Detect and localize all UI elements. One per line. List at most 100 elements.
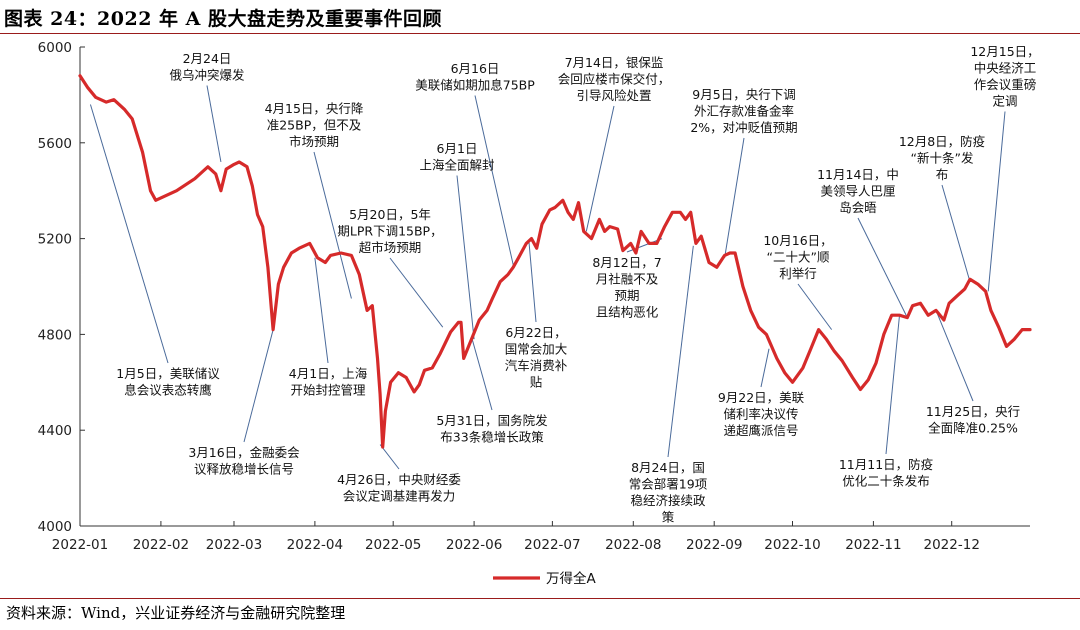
annotation-text-line: 且结构恶化 <box>596 305 659 320</box>
annotation-text-line: 8月12日，7 <box>592 255 661 270</box>
annotation-text-line: 12月15日， <box>970 44 1039 59</box>
annotation-text-line: 超市场预期 <box>359 240 422 255</box>
annotation-text-line: 美领导人巴厘 <box>820 184 895 199</box>
annotation-2022-12-08: 12月8日，防疫 “新十条”发布 <box>899 134 985 182</box>
annotation-text-line: 2月24日 <box>183 51 232 66</box>
annotation-leader-line <box>471 336 493 411</box>
annotation-text-line: 1月5日，美联储议 <box>116 366 220 381</box>
annotation-text-line: 7月14日，银保监 <box>565 55 664 70</box>
annotation-text-line: 俄乌冲突爆发 <box>169 68 245 83</box>
annotation-leader-line <box>474 95 514 266</box>
annotation-text-line: 准25BP，但不及 <box>267 118 362 133</box>
x-tick-label: 2022-09 <box>686 537 742 553</box>
x-tick-label: 2022-11 <box>845 537 901 553</box>
annotation-text-line: 引导风险处置 <box>576 88 651 103</box>
annotation-leaders <box>89 85 1006 470</box>
annotation-text-line: 优化二十条发布 <box>842 474 930 489</box>
annotation-text-line: 定调 <box>992 94 1017 109</box>
annotation-text-line: 外汇存款准备金率 <box>694 104 794 119</box>
annotation-text-line: 5月20日，5年 <box>349 207 431 222</box>
annotation-leader-line <box>724 137 745 258</box>
series-line-0 <box>78 74 1032 449</box>
annotation-text-line: 期LPR下调15BP， <box>337 224 442 239</box>
x-tick-label: 2022-10 <box>764 537 820 553</box>
annotation-leader-line <box>379 444 400 470</box>
y-axis-ticks: 4000 4400 4800 5200 5600 6000 <box>38 40 85 535</box>
annotation-leader-line <box>987 111 1006 292</box>
annotation-text-line: 9月22日，美联 <box>718 390 805 405</box>
annotation-text-line: 4月26日，中央财经委 <box>337 472 461 487</box>
annotation-text-line: 国常会加大 <box>505 342 568 357</box>
annotation-text-line: 6月22日， <box>505 325 566 340</box>
annotation-leader-line <box>89 104 169 364</box>
annotation-text-line: 美联储如期加息75BP <box>415 78 535 93</box>
annotation-text-line: 月社融不及 <box>596 272 659 287</box>
annotation-text-line: 利举行 <box>779 266 817 281</box>
annotation-text-line: 递超鹰派信号 <box>723 423 798 438</box>
source-note: 资料来源：Wind，兴业证券经济与金融研究院整理 <box>6 604 346 622</box>
annotation-text-line: 息会议表态转鹰 <box>124 383 212 398</box>
annotation-text-line: “新十条”发 <box>911 151 974 166</box>
annotation-text-line: 开始封控管理 <box>290 383 366 398</box>
annotation-text-line: “二十大”顺 <box>767 250 830 265</box>
chart-axes <box>79 47 1030 527</box>
x-tick-label: 2022-08 <box>605 537 661 553</box>
annotation-leader-line <box>885 315 901 455</box>
annotation-text-line: 12月8日，防疫 <box>899 134 985 149</box>
x-tick-label: 2022-06 <box>446 537 502 553</box>
annotation-text-line: 11月14日，中 <box>817 167 899 182</box>
annotation-leader-line <box>206 85 222 163</box>
series-layer <box>78 74 1032 449</box>
y-tick-label: 4800 <box>38 327 72 343</box>
annotation-text-line: 会回应楼市保交付， <box>558 72 671 87</box>
y-tick-label: 6000 <box>38 40 72 56</box>
annotation-text-line: 2%，对冲贬值预期 <box>690 120 797 135</box>
annotation-text-line: 6月16日 <box>451 61 500 76</box>
annotation-text-line: 8月24日，国 <box>631 460 705 475</box>
annotation-leader-line <box>585 105 615 232</box>
annotation-leader-line <box>760 348 770 388</box>
annotation-text-line: 会议定调基建再发力 <box>343 489 456 504</box>
annotation-text-line: 议释放稳增长信号 <box>194 462 294 477</box>
annotation-text-line: 11月11日，防疫 <box>839 457 933 472</box>
annotation-text-line: 5月31日，国务院发 <box>436 413 548 428</box>
x-tick-label: 2022-12 <box>924 537 980 553</box>
annotation-text-line: 3月16日，金融委会 <box>188 445 300 460</box>
annotation-text-line: 11月25日，央行 <box>926 404 1020 419</box>
annotation-leader-line <box>667 245 694 458</box>
y-tick-label: 5200 <box>38 232 72 248</box>
x-tick-label: 2022-05 <box>365 537 421 553</box>
annotation-leader-line <box>941 184 971 282</box>
annotation-leader-line <box>389 257 444 328</box>
annotation-text-line: 汽车消费补 <box>505 358 568 373</box>
legend: 万得全A <box>493 570 596 587</box>
annotation-leader-line <box>314 257 329 364</box>
y-tick-label: 4400 <box>38 423 72 439</box>
y-tick-label: 4000 <box>38 519 72 535</box>
annotation-text-line: 全面降准0.25% <box>928 421 1018 436</box>
annotation-text-line: 布33条稳增长政策 <box>440 430 544 445</box>
annotation-leader-line <box>935 310 974 402</box>
x-tick-label: 2022-02 <box>133 537 189 553</box>
annotation-text-line: 4月15日，央行降 <box>265 101 364 116</box>
x-tick-label: 2022-01 <box>52 537 108 553</box>
annotation-text-line: 常会部署19项 <box>629 477 707 492</box>
annotation-text-line: 中央经济工 <box>974 61 1037 76</box>
x-tick-label: 2022-04 <box>287 537 343 553</box>
